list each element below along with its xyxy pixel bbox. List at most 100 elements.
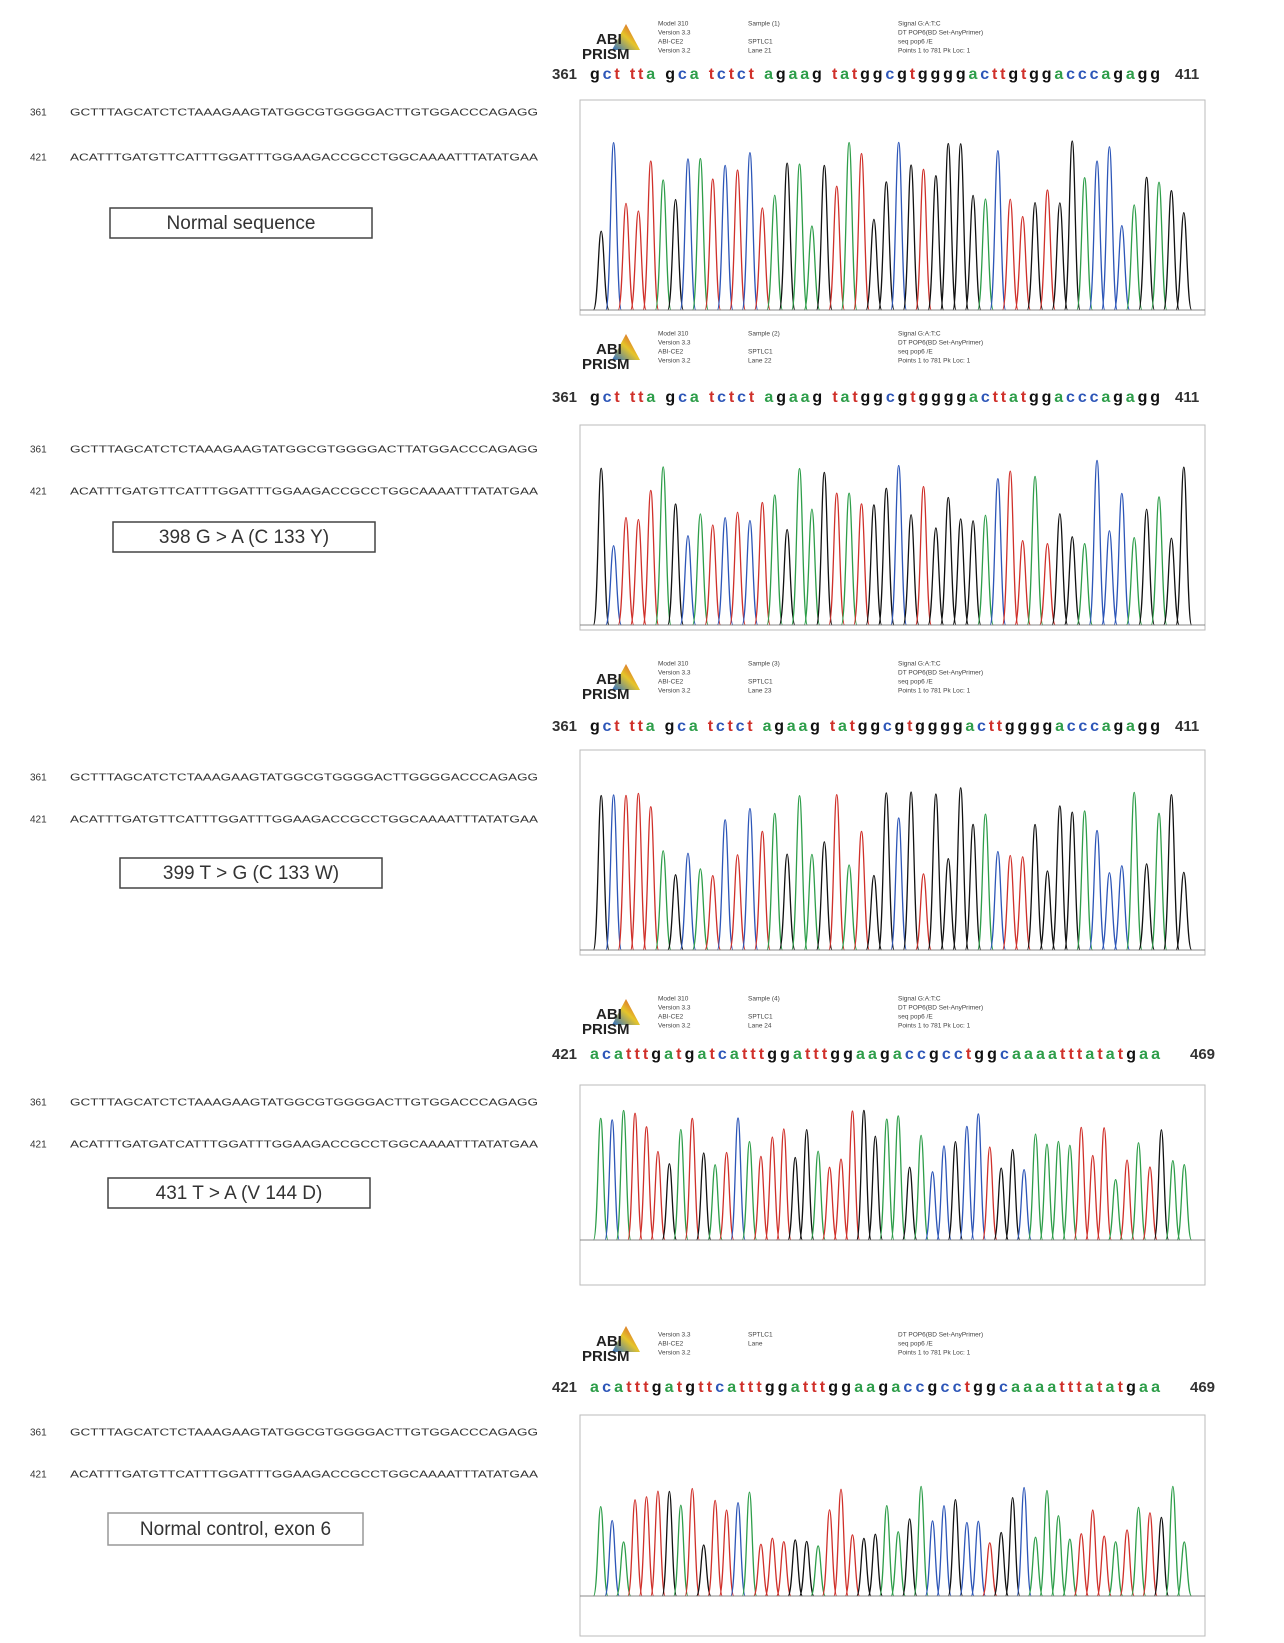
trace-peak bbox=[1002, 856, 1018, 950]
trace-peak bbox=[834, 1489, 848, 1596]
trace-peak bbox=[1166, 1486, 1180, 1596]
header-info: Version 3.2 bbox=[658, 1350, 691, 1357]
trace-peak bbox=[651, 1151, 665, 1240]
end-number: 411 bbox=[1175, 389, 1199, 406]
trace-peak bbox=[1114, 493, 1130, 625]
trace-peak bbox=[817, 165, 833, 310]
trace-peak bbox=[593, 231, 609, 310]
trace-peak bbox=[878, 488, 894, 625]
trace-peak bbox=[891, 465, 907, 625]
trace-peak bbox=[1040, 871, 1056, 950]
header-info: seq pop6 /E bbox=[898, 1014, 933, 1021]
header-info: Model 310 bbox=[658, 331, 689, 338]
header-info: Sample (2) bbox=[748, 331, 780, 338]
header-info: Version 3.3 bbox=[658, 1332, 691, 1339]
trace-peak bbox=[822, 1167, 836, 1240]
trace-peak bbox=[903, 792, 919, 950]
logo-text: PRISM bbox=[582, 356, 630, 373]
trace-peak bbox=[742, 153, 758, 310]
header-info: Signal G:A:T:C bbox=[898, 996, 941, 1003]
trace-peak bbox=[754, 1156, 768, 1240]
trace-peak bbox=[971, 1521, 985, 1596]
sequence-text: GCTTTAGCATCTCTAAAGAAGTATGGCGTGGGGACTTGTG… bbox=[70, 1428, 538, 1439]
chromatogram-frame bbox=[580, 750, 1205, 955]
trace-peak bbox=[891, 1116, 905, 1240]
trace-peak bbox=[719, 1510, 733, 1596]
trace-peak bbox=[717, 165, 733, 310]
trace-peak bbox=[618, 795, 634, 950]
start-number: 421 bbox=[552, 1046, 577, 1063]
trace-peak bbox=[940, 143, 956, 310]
trace-peak bbox=[1139, 177, 1155, 310]
trace-peak bbox=[994, 1168, 1008, 1240]
trace-peak bbox=[662, 1491, 676, 1596]
header-info: Signal G:A:T:C bbox=[898, 331, 941, 338]
trace-peak bbox=[631, 211, 647, 310]
header-info: ABI-CE2 bbox=[658, 349, 684, 356]
logo-text: PRISM bbox=[582, 1021, 630, 1038]
trace-peak bbox=[914, 1135, 928, 1240]
trace-peak bbox=[1166, 1161, 1180, 1240]
trace-peak bbox=[767, 195, 783, 310]
header-info: Sample (4) bbox=[748, 996, 780, 1003]
trace-peak bbox=[1089, 460, 1105, 625]
trace-peak bbox=[719, 1153, 733, 1240]
trace-peak bbox=[731, 1503, 745, 1596]
header-info: Lane 22 bbox=[748, 358, 772, 365]
base-sequence: acatttgatgttcatttggatttggaagaccgcctggcaa… bbox=[590, 1379, 1160, 1396]
header-info: DT POP6(BD Set-AnyPrimer) bbox=[898, 1332, 983, 1339]
trace-peak bbox=[1015, 217, 1031, 310]
trace-peak bbox=[1143, 1167, 1157, 1240]
line-number: 421 bbox=[30, 1470, 47, 1481]
trace-peak bbox=[594, 1118, 608, 1240]
trace-peak bbox=[1131, 1507, 1145, 1596]
trace-peak bbox=[841, 142, 857, 310]
header-info: Version 3.2 bbox=[658, 1023, 691, 1030]
chromatogram-frame bbox=[580, 100, 1205, 315]
trace-peak bbox=[880, 1506, 894, 1596]
line-number: 421 bbox=[30, 487, 47, 498]
trace-peak bbox=[593, 795, 609, 950]
trace-peak bbox=[1126, 792, 1142, 950]
trace-peak bbox=[662, 1164, 676, 1240]
trace-peak bbox=[1102, 531, 1118, 625]
trace-peak bbox=[731, 1118, 745, 1240]
header-info: Lane bbox=[748, 1341, 763, 1348]
trace-peak bbox=[674, 1129, 688, 1240]
start-number: 361 bbox=[552, 66, 577, 83]
trace-peak bbox=[990, 479, 1006, 625]
header-info: ABI-CE2 bbox=[658, 1341, 684, 1348]
trace-peak bbox=[639, 1127, 653, 1240]
trace-peak bbox=[914, 1486, 928, 1596]
trace-peak bbox=[1028, 1537, 1042, 1596]
trace-peak bbox=[1164, 191, 1180, 310]
trace-peak bbox=[965, 521, 981, 625]
trace-peak bbox=[717, 518, 733, 625]
header-info: seq pop6 /E bbox=[898, 39, 933, 46]
header-info: Points 1 to 781 Pk Loc: 1 bbox=[898, 688, 971, 695]
trace-peak bbox=[1027, 825, 1043, 950]
trace-peak bbox=[788, 1540, 802, 1596]
trace-peak bbox=[1176, 213, 1192, 310]
trace-peak bbox=[811, 1151, 825, 1240]
trace-peak bbox=[631, 520, 647, 625]
trace-peak bbox=[742, 1492, 756, 1596]
trace-peak bbox=[928, 794, 944, 950]
trace-peak bbox=[788, 1158, 802, 1240]
trace-peak bbox=[755, 208, 771, 310]
trace-peak bbox=[730, 170, 746, 310]
trace-peak bbox=[925, 1172, 939, 1240]
trace-peak bbox=[960, 1522, 974, 1596]
start-number: 361 bbox=[552, 389, 577, 406]
header-info: Version 3.3 bbox=[658, 30, 691, 37]
trace-peak bbox=[866, 219, 882, 310]
trace-peak bbox=[854, 154, 870, 310]
header-info: Version 3.2 bbox=[658, 688, 691, 695]
trace-peak bbox=[685, 1488, 699, 1596]
trace-peak bbox=[631, 793, 647, 950]
trace-peak bbox=[965, 195, 981, 310]
header-info: Signal G:A:T:C bbox=[898, 21, 941, 28]
trace-peak bbox=[948, 1500, 962, 1596]
header-info: Sample (3) bbox=[748, 661, 780, 668]
trace-peak bbox=[777, 1129, 791, 1240]
